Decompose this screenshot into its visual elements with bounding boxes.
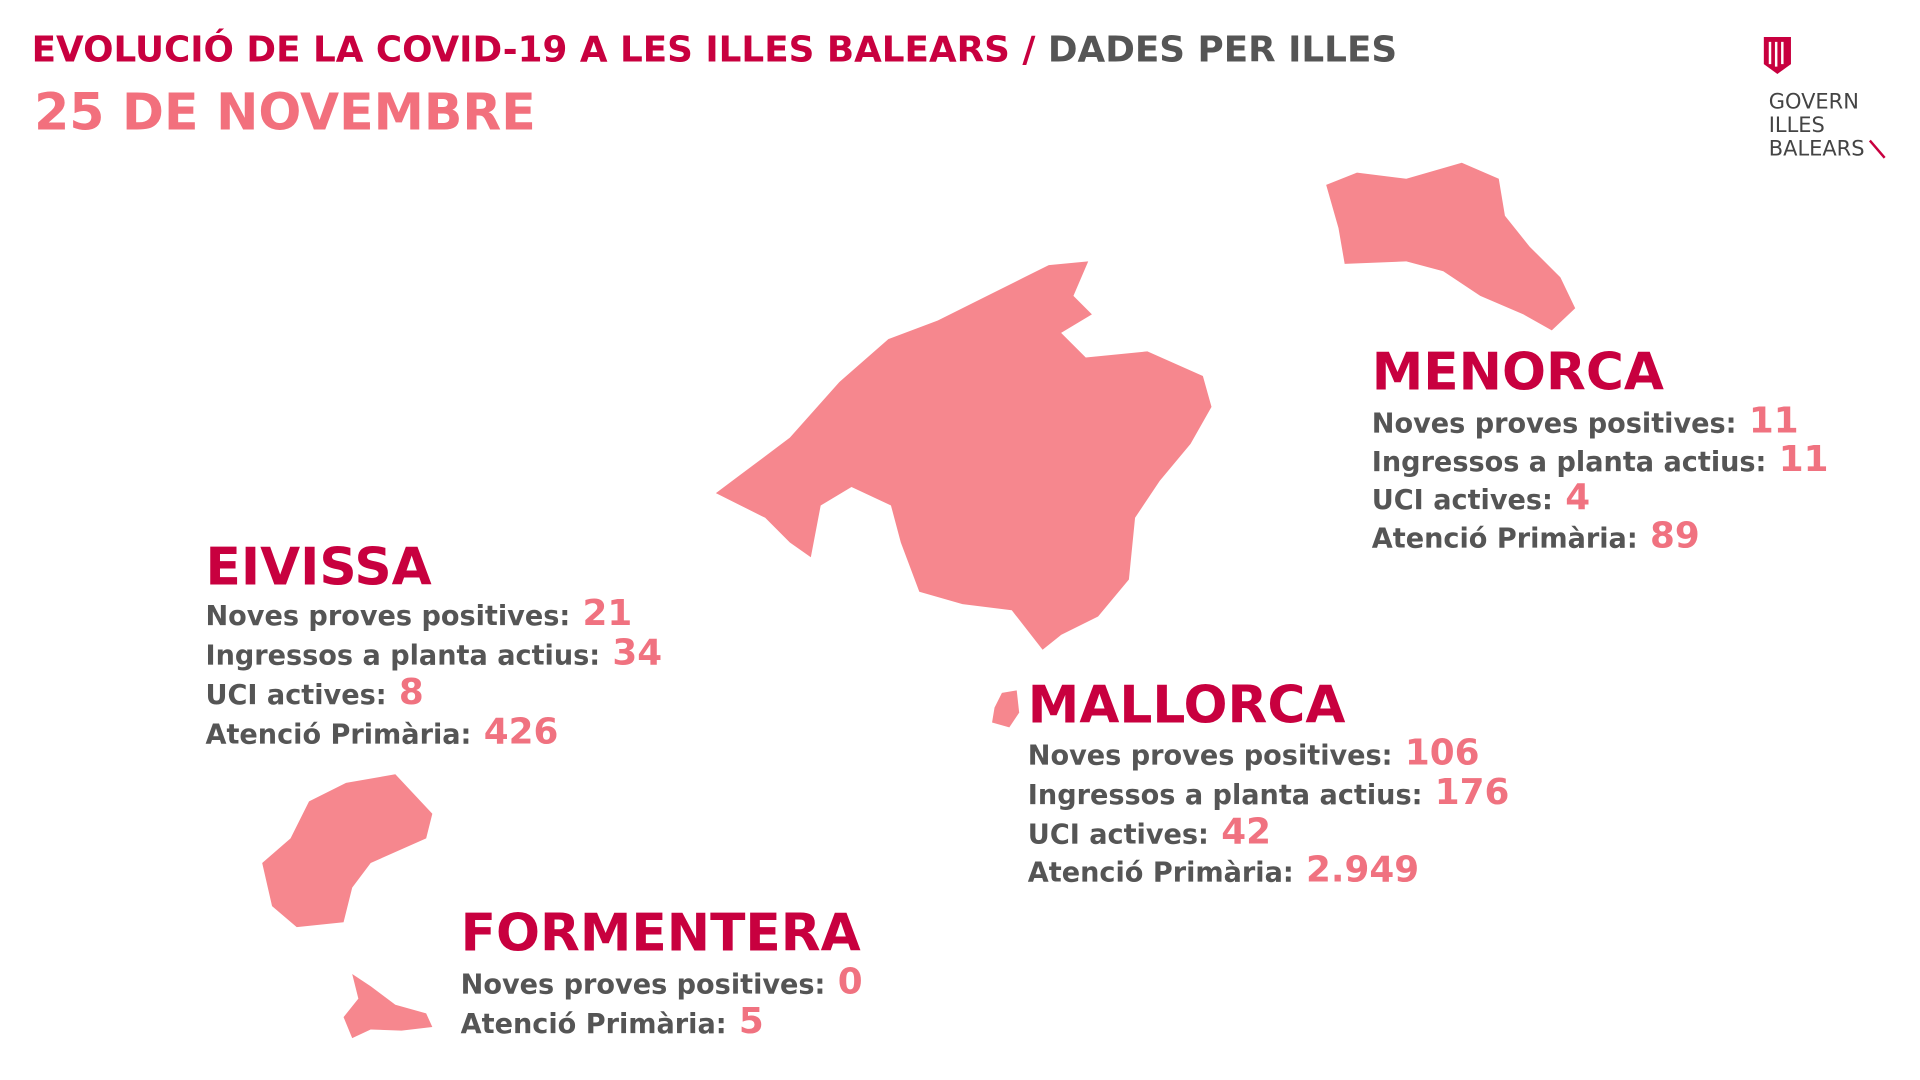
stat-row: Ingressos a planta actius: 11: [1372, 439, 1829, 480]
island-name: FORMENTERA: [461, 904, 861, 964]
stat-row: Atenció Primària: 5: [461, 1001, 764, 1042]
island-name: EIVISSA: [205, 537, 431, 597]
title-main: EVOLUCIÓ DE LA COVID-19 A LES ILLES BALE…: [32, 29, 1010, 71]
stat-value: 5: [739, 1001, 764, 1042]
stat-value: 4: [1565, 477, 1590, 518]
stat-label: Noves proves positives:: [1028, 740, 1393, 771]
date: 25 DE NOVEMBRE: [34, 82, 536, 141]
stat-value: 42: [1221, 811, 1271, 852]
stat-row: Noves proves positives: 21: [205, 593, 632, 634]
stat-row: Ingressos a planta actius: 176: [1028, 772, 1510, 813]
title-separator: /: [1022, 30, 1036, 71]
stat-row: Atenció Primària: 426: [205, 711, 558, 752]
stat-label: Atenció Primària:: [461, 1009, 727, 1040]
cabrera-shape: [992, 690, 1020, 728]
stat-label: Ingressos a planta actius:: [1372, 447, 1767, 478]
stat-value: 176: [1435, 772, 1510, 813]
stat-label: Atenció Primària:: [1028, 858, 1294, 889]
stat-row: Ingressos a planta actius: 34: [205, 633, 662, 674]
stat-row: UCI actives: 8: [205, 672, 423, 713]
stat-row: Noves proves positives: 106: [1028, 732, 1480, 773]
eivissa-shape: [262, 774, 433, 928]
logo-line: ILLES: [1769, 113, 1825, 137]
stat-value: 8: [399, 672, 424, 713]
stat-row: UCI actives: 42: [1028, 811, 1271, 852]
stat-row: Noves proves positives: 11: [1372, 401, 1799, 442]
stat-value: 2.949: [1306, 850, 1419, 891]
stat-value: 89: [1650, 515, 1700, 556]
stat-value: 106: [1405, 732, 1480, 773]
stat-label: Atenció Primària:: [205, 719, 471, 750]
formentera-shape: [343, 973, 433, 1039]
stat-value: 34: [612, 633, 662, 674]
stat-label: Atenció Primària:: [1372, 523, 1638, 554]
stat-value: 0: [838, 962, 863, 1003]
stat-label: UCI actives:: [205, 680, 386, 711]
stat-label: Noves proves positives:: [1372, 409, 1737, 440]
logo-line: GOVERN: [1769, 89, 1859, 113]
logo: GOVERN ILLES BALEARS: [1763, 36, 1886, 160]
stat-row: Atenció Primària: 2.949: [1028, 850, 1419, 891]
stat-label: Ingressos a planta actius:: [1028, 780, 1423, 811]
stat-value: 426: [484, 711, 559, 752]
stat-label: Noves proves positives:: [461, 970, 826, 1001]
island-name: MALLORCA: [1028, 675, 1346, 735]
stat-row: Noves proves positives: 0: [461, 962, 863, 1003]
logo-stripes: [1768, 41, 1784, 67]
stat-row: UCI actives: 4: [1372, 477, 1590, 518]
menorca-shape: [1326, 162, 1576, 331]
logo-line: BALEARS: [1769, 136, 1865, 160]
title-sub: DADES PER ILLES: [1048, 30, 1397, 71]
mallorca-shape: [715, 261, 1212, 650]
title: EVOLUCIÓ DE LA COVID-19 A LES ILLES BALE…: [32, 29, 1398, 71]
stat-label: UCI actives:: [1372, 485, 1553, 516]
stat-value: 11: [1779, 439, 1829, 480]
stat-label: Ingressos a planta actius:: [205, 641, 600, 672]
stat-value: 21: [583, 593, 633, 634]
logo-slash: [1868, 139, 1886, 159]
stat-label: UCI actives:: [1028, 819, 1209, 850]
island-name: MENORCA: [1372, 343, 1664, 403]
stat-value: 11: [1749, 401, 1799, 442]
stat-row: Atenció Primària: 89: [1372, 515, 1700, 556]
stat-label: Noves proves positives:: [205, 601, 570, 632]
